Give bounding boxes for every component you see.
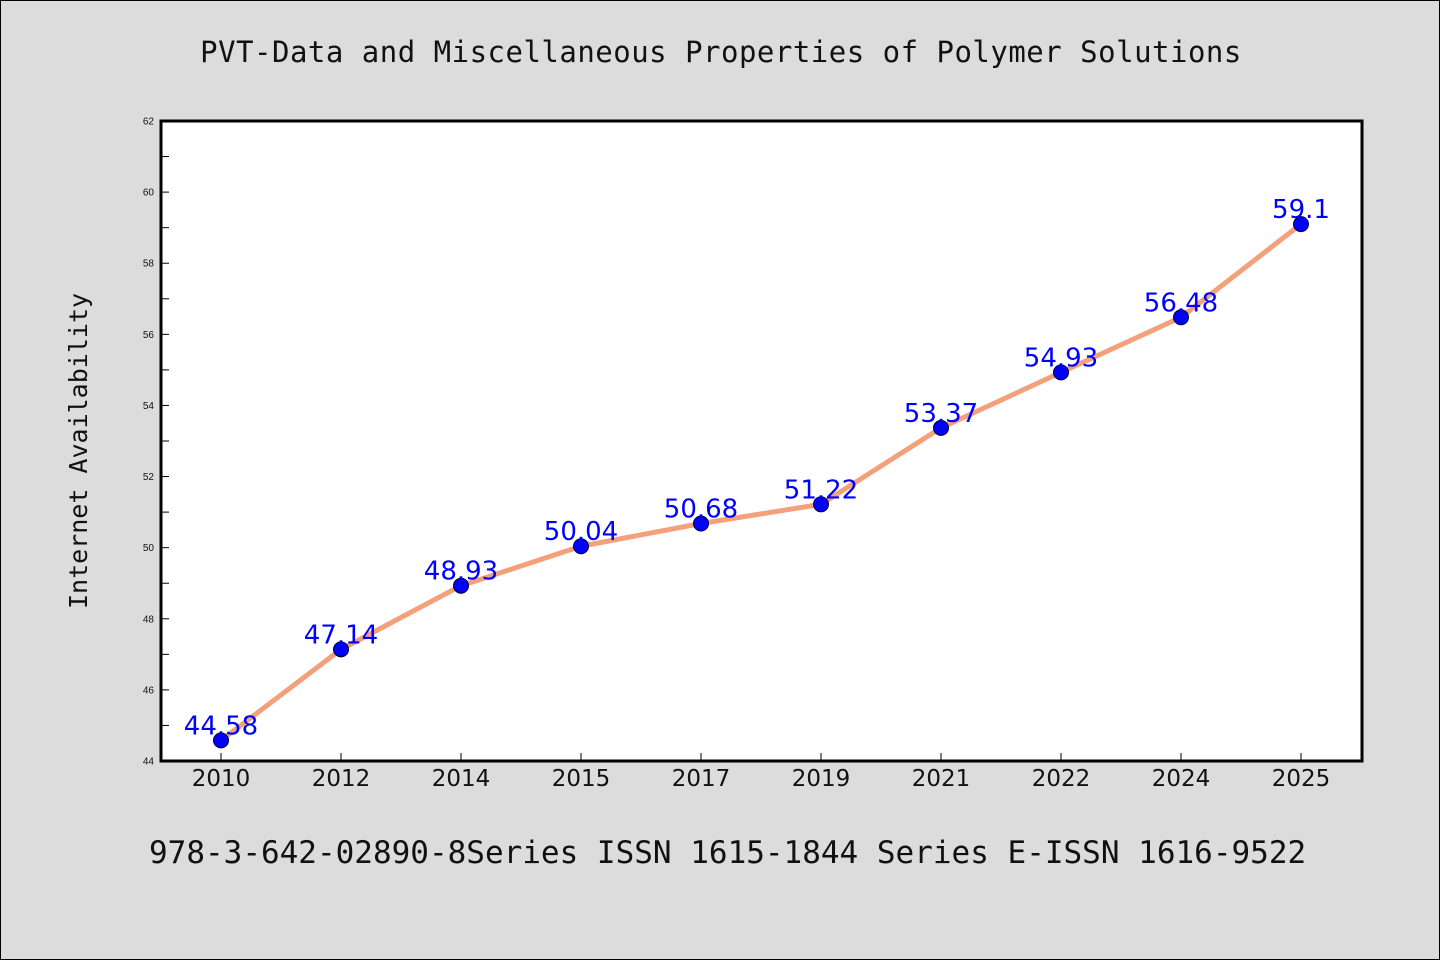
x-tick-label: 2014 [432,766,491,792]
series-line-group [218,221,1304,743]
data-label: 48.93 [424,557,498,587]
x-tick-label: 2015 [552,766,611,792]
data-label: 56.48 [1144,288,1218,318]
x-tick-label: 2010 [192,766,251,792]
x-tick-label: 2019 [792,766,851,792]
x-tick-label: 2017 [672,766,731,792]
series-markers-group [213,216,1309,749]
x-tick-label: 2024 [1152,766,1211,792]
y-tick-label: 56 [143,330,155,341]
data-label: 51.22 [784,475,858,505]
data-label: 44.58 [184,711,258,741]
data-point-marker [333,641,349,658]
y-tick-label: 52 [143,472,155,483]
data-label: 53.37 [904,399,978,429]
data-point-marker [1053,364,1069,381]
data-point-marker [1293,216,1309,233]
data-label: 59.1 [1272,195,1330,225]
x-axis: 2010 2012 2014 2015 2017 2019 2021 2022 2024 2025 [192,753,1331,792]
data-label: 54.93 [1024,343,1098,373]
chart-title: PVT-Data and Miscellaneous Properties of… [200,35,1242,69]
data-label: 47.14 [304,620,378,650]
y-tick-label: 60 [143,188,155,199]
y-tick-label: 54 [143,401,155,412]
data-point-marker [813,496,829,513]
plot-area [159,119,1364,763]
data-label: 50.68 [664,494,738,524]
y-tick-label: 46 [143,685,155,696]
y-axis: 44 46 48 50 52 54 56 58 60 62 [143,117,169,768]
data-point-marker [573,538,589,555]
x-tick-label: 2022 [1032,766,1091,792]
data-point-marker [1173,309,1189,326]
series-line [218,221,1304,743]
x-tick-label: 2025 [1272,766,1331,792]
y-tick-label: 50 [143,543,155,554]
data-point-marker [213,732,229,749]
footer-isbn-text: 978-3-642-02890-8Series ISSN 1615-1844 S… [149,835,1307,871]
data-point-marker [453,577,469,594]
y-tick-label: 44 [143,757,155,768]
data-labels-group: 44.58 47.14 48.93 50.04 50.68 51.22 53.37 54.93… [184,195,1330,741]
data-label: 50.04 [544,517,618,547]
y-tick-label: 48 [143,614,155,625]
x-tick-label: 2021 [912,766,971,792]
data-point-marker [933,419,949,436]
x-tick-label: 2012 [312,766,371,792]
y-tick-label: 62 [143,117,155,128]
y-tick-label: 58 [143,259,155,270]
y-axis-label: Internet Availability [64,293,93,609]
data-point-marker [693,515,709,532]
